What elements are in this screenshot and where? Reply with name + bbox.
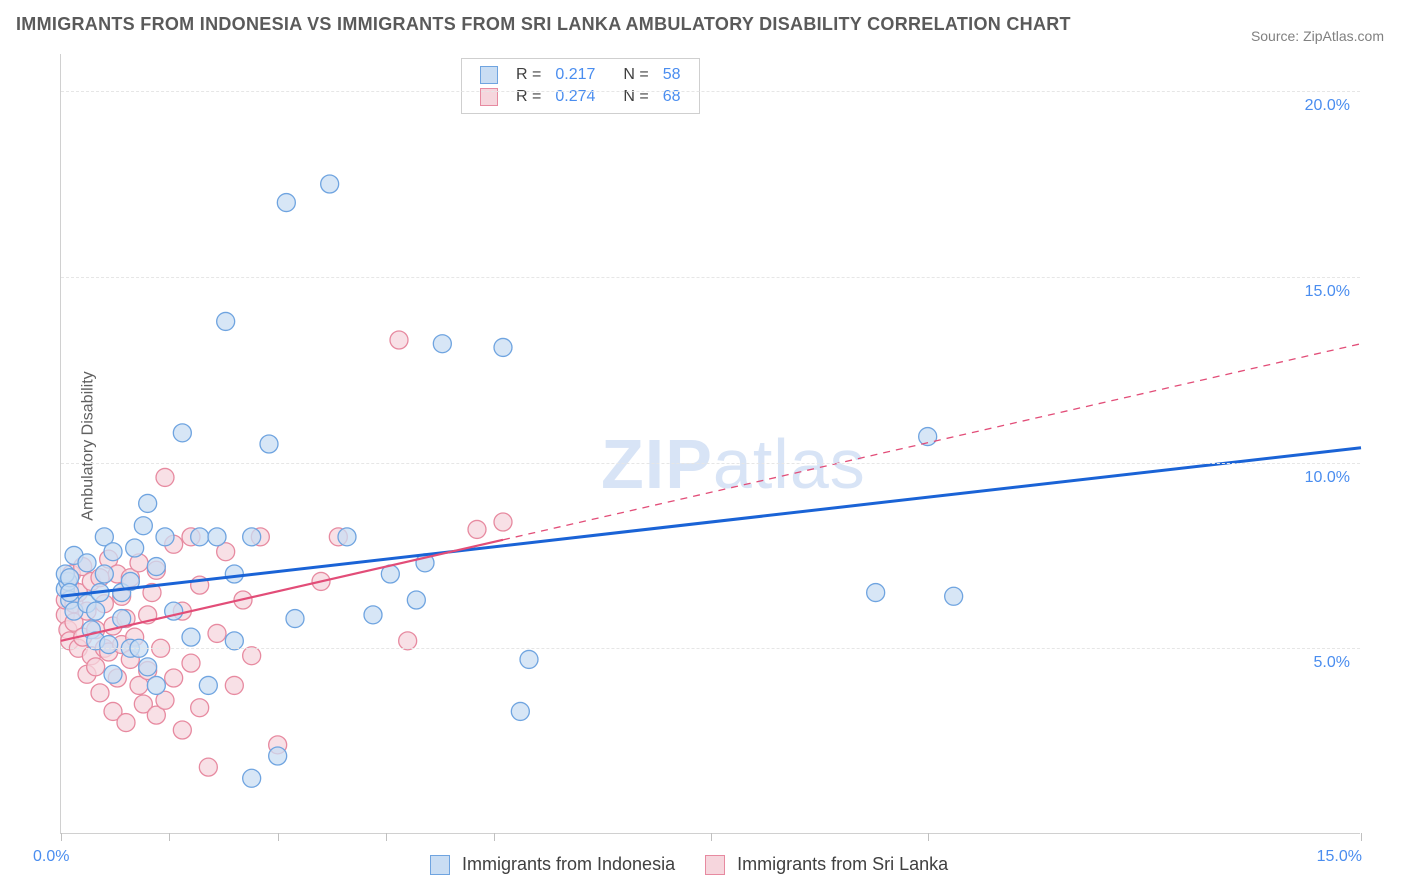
plot-area: ZIPatlas R = 0.217 N = 58 R = 0.274 N = … [60,54,1360,834]
y-tick-label: 20.0% [1305,97,1350,115]
legend-label-srilanka: Immigrants from Sri Lanka [737,854,948,875]
correlation-legend: R = 0.217 N = 58 R = 0.274 N = 68 [461,58,700,114]
chart-title: IMMIGRANTS FROM INDONESIA VS IMMIGRANTS … [16,14,1071,35]
swatch-indonesia-icon [430,855,450,875]
legend-item-srilanka: Immigrants from Sri Lanka [705,854,948,875]
x-tick-label: 15.0% [1317,848,1362,866]
y-tick-label: 15.0% [1305,283,1350,301]
source-label: Source: ZipAtlas.com [1251,28,1384,44]
y-tick-label: 5.0% [1314,654,1350,672]
y-tick-label: 10.0% [1305,469,1350,487]
x-tick-label: 0.0% [33,848,69,866]
legend-item-indonesia: Immigrants from Indonesia [430,854,675,875]
plot-svg [61,54,1360,833]
legend-row-indonesia: R = 0.217 N = 58 [474,65,687,85]
swatch-indonesia [480,66,498,84]
legend-label-indonesia: Immigrants from Indonesia [462,854,675,875]
swatch-srilanka-icon [705,855,725,875]
series-legend: Immigrants from Indonesia Immigrants fro… [430,854,948,875]
